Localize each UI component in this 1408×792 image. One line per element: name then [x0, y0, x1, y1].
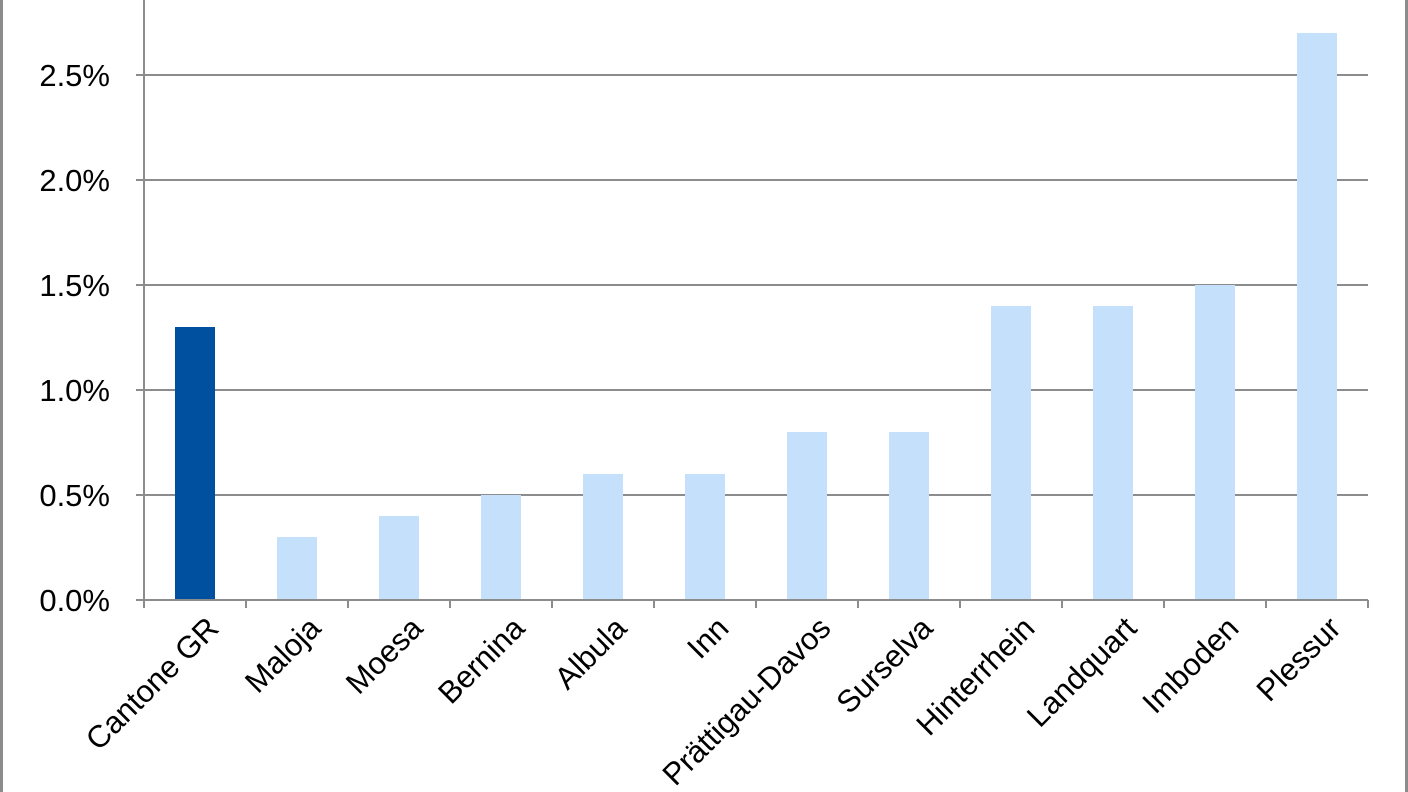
x-tick-label: Maloja [238, 610, 328, 700]
y-tick-label: 1.0% [39, 373, 110, 408]
x-tick-label: Albula [548, 610, 634, 696]
x-tick-label: Landquart [1020, 610, 1144, 734]
y-tick-label: 2.0% [39, 163, 110, 198]
bar [277, 537, 317, 600]
axes [136, 0, 1369, 608]
bar [1297, 33, 1337, 600]
y-tick-labels: 0.0% 0.5% 1.0% 1.5% 2.0% 2.5% [39, 58, 110, 618]
x-tick-label: Bernina [431, 610, 532, 711]
bar [991, 306, 1031, 600]
bar [787, 432, 827, 600]
bar [481, 495, 521, 600]
bar [685, 474, 725, 600]
bar [583, 474, 623, 600]
x-tick-label: Inn [680, 610, 735, 665]
y-tick-label: 0.5% [39, 478, 110, 513]
x-tick-label: Moesa [339, 610, 430, 701]
y-tick-label: 2.5% [39, 58, 110, 93]
x-tick-label: Cantone GR [79, 610, 226, 757]
bars [175, 33, 1337, 600]
bar [1093, 306, 1133, 600]
y-tick-label: 1.5% [39, 268, 110, 303]
bar-chart: 0.0% 0.5% 1.0% 1.5% 2.0% 2.5% Cantone GR Maloj… [39, 0, 1369, 792]
bar [889, 432, 929, 600]
y-tick-label: 0.0% [39, 583, 110, 618]
grid-lines [144, 74, 1368, 496]
x-tick-label: Plessur [1250, 610, 1348, 708]
x-tick-labels: Cantone GR Maloja Moesa Bernina Albula InnPrä… [79, 610, 1348, 792]
bar [175, 327, 215, 600]
bar [1195, 285, 1235, 600]
bar [379, 516, 419, 600]
x-tick-label: Imboden [1135, 610, 1245, 720]
